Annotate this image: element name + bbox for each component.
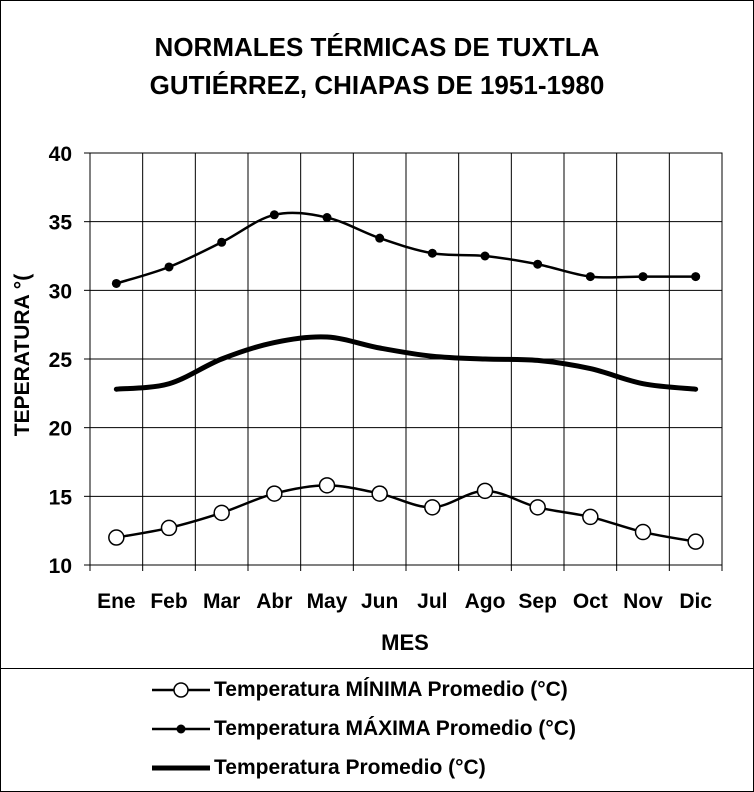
- data-point-maxima: [638, 272, 648, 282]
- data-point-maxima: [585, 272, 595, 282]
- chart-title-line-1: NORMALES TÉRMICAS DE TUXTLA: [154, 32, 600, 62]
- series-line-promedio: [113, 334, 699, 392]
- data-point-maxima: [322, 213, 332, 223]
- legend-item-maxima: Temperatura MÁXIMA Promedio (°C): [150, 714, 576, 744]
- y-tick-label: 40: [49, 143, 72, 166]
- legend-swatch-minima: [152, 682, 210, 698]
- data-point-maxima: [269, 210, 279, 220]
- y-tick-label: 10: [49, 555, 72, 578]
- data-point-minima: [529, 499, 546, 516]
- x-tick-label: Feb: [150, 590, 187, 613]
- legend-label-minima: Temperatura MÍNIMA Promedio (°C): [214, 678, 568, 701]
- x-tick-label: May: [307, 590, 348, 613]
- data-point-maxima: [164, 262, 174, 272]
- x-tick-label: Jun: [361, 590, 398, 613]
- y-tick-label: 30: [49, 280, 72, 303]
- data-point-minima: [476, 482, 494, 500]
- x-tick-label: Ago: [465, 590, 506, 613]
- data-point-minima: [687, 533, 704, 550]
- data-point-minima: [582, 508, 599, 526]
- x-axis-label: MES: [381, 630, 429, 655]
- legend-separator: [0, 668, 754, 669]
- x-tick-label: Mar: [203, 590, 240, 613]
- legend-label-promedio: Temperatura Promedio (°C): [214, 756, 486, 779]
- data-point-maxima: [427, 248, 437, 258]
- y-tick-label: 35: [49, 212, 73, 235]
- x-tick-label: Dic: [679, 590, 712, 613]
- data-point-maxima: [217, 237, 227, 247]
- data-point-minima: [424, 499, 441, 516]
- data-point-minima: [318, 477, 336, 494]
- chart-title: NORMALES TÉRMICAS DE TUXTLA GUTIÉRREZ, C…: [0, 28, 754, 104]
- data-point-minima: [634, 523, 652, 541]
- data-point-minima: [266, 485, 283, 502]
- data-point-minima: [160, 519, 178, 537]
- x-tick-label: Sep: [518, 590, 557, 613]
- legend-label-maxima: Temperatura MÁXIMA Promedio (°C): [214, 717, 576, 740]
- x-tick-label: Ene: [97, 590, 136, 613]
- x-tick-label: Nov: [623, 590, 663, 613]
- line-chart: 10 15 20 25 30 35 40 Ene Feb Mar Abr May Jun Jul Ago Se…: [11, 143, 723, 655]
- data-point-minima: [108, 529, 125, 546]
- y-axis-label: TEPERATURA °(: [11, 274, 34, 436]
- data-point-maxima: [375, 233, 385, 243]
- data-point-minima: [371, 485, 388, 502]
- chart-title-line-2: GUTIÉRREZ, CHIAPAS DE 1951-1980: [149, 70, 605, 100]
- y-tick-label: 20: [49, 418, 72, 441]
- y-tick-label: 25: [49, 349, 73, 372]
- x-tick-label: Jul: [417, 590, 447, 613]
- legend-swatch-maxima: [152, 724, 210, 734]
- axes-layer: 10 15 20 25 30 35 40 Ene Feb Mar Abr May Jun Jul Ago Se…: [49, 143, 723, 613]
- legend-swatch-promedio: [152, 765, 210, 771]
- data-point-maxima: [691, 272, 701, 282]
- data-point-maxima: [480, 251, 490, 261]
- x-tick-label: Oct: [573, 590, 608, 613]
- x-tick-label: Abr: [256, 590, 292, 613]
- data-point-maxima: [111, 278, 121, 288]
- data-point-maxima: [533, 259, 543, 269]
- series-layer: [108, 210, 704, 550]
- y-tick-label: 15: [49, 486, 73, 509]
- data-point-minima: [213, 504, 230, 522]
- legend-item-promedio: Temperatura Promedio (°C): [150, 753, 486, 783]
- legend-item-minima: Temperatura MÍNIMA Promedio (°C): [150, 675, 568, 705]
